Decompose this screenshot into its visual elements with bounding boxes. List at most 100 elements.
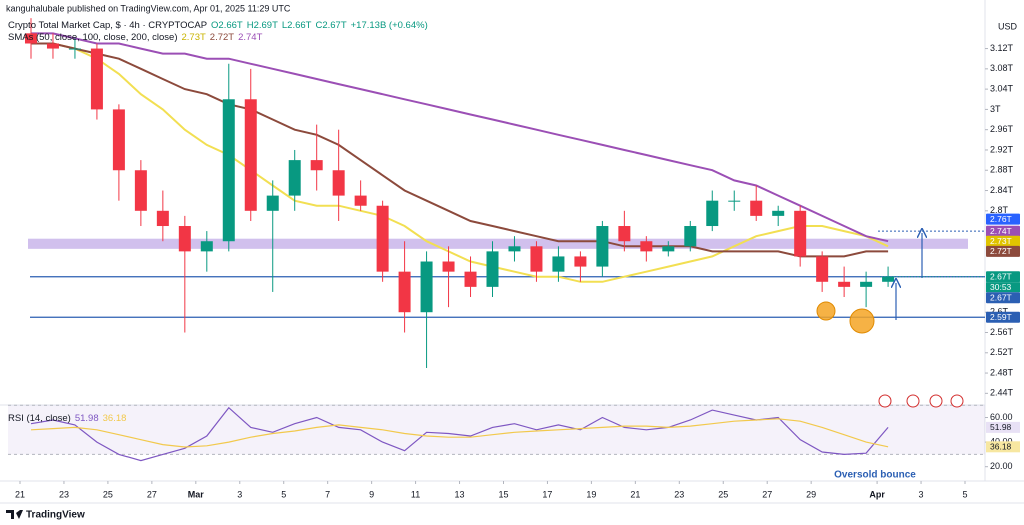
y-tick-label: 2.84T [990,185,1014,195]
candle-body [134,170,147,211]
candle-body [662,246,675,252]
publisher: kanguhalubale published on TradingView.c… [6,3,291,13]
x-tick-label: 21 [630,489,640,499]
x-tick-label: 5 [281,489,286,499]
legend-value: 2.72T [210,32,234,43]
price-tag [986,245,1020,257]
candle-body [398,271,411,313]
mid-layer [24,18,985,462]
candle-body [574,256,587,267]
x-tick-label: 11 [411,489,420,499]
rsi-tag [986,441,1020,453]
candle-body [728,200,741,202]
candle-body [376,205,389,272]
candle-body [156,210,169,227]
resistance-zone [28,238,968,249]
x-tick-label: 17 [542,489,552,499]
price-tag [986,271,1020,283]
x-tick-label: 21 [15,489,25,499]
x-tick-label: Apr [869,489,885,499]
legend-title: SMAs (50, close, 100, close, 200, close) [8,32,178,43]
legend: Crypto Total Market Cap, $ · 4h · CRYPTO… [8,20,428,31]
x-tick-label: Mar [188,489,205,499]
x-tick-label: 5 [962,489,967,499]
sma-line [31,32,889,243]
candle-body [288,160,301,196]
x-tick-label: 27 [147,489,157,499]
candle-body [530,246,543,272]
y-tick-label: 2.6T [990,307,1009,317]
y-tick-label: 60.00 [990,412,1013,422]
legend-title: Crypto Total Market Cap, $ · 4h · CRYPTO… [8,20,207,31]
legend-value: 51.98 [75,413,99,424]
y-tick-label: 2.56T [990,327,1014,337]
candle-body [46,43,59,49]
price-tag [986,311,1020,323]
flag-icon [906,394,920,408]
front-layer: kanguhalubale published on TradingView.c… [6,3,1020,521]
x-tick-label: 27 [762,489,772,499]
candle-body [178,226,191,252]
flag-icon [950,394,964,408]
candle-body [882,276,895,282]
legend-value: H2.69T [247,20,278,31]
candle-body [90,48,103,110]
rsi-tag-label: 36.18 [990,442,1012,452]
candle-body [640,241,653,252]
back-layer [0,0,1024,504]
y-tick-label: 3T [990,104,1001,114]
price-tag-label: 2.76T [990,214,1012,224]
candle-body [860,281,873,287]
y-tick-label: 3.04T [990,83,1014,93]
legend: RSI (14, close) 51.98 36.18 [8,413,126,424]
candle-body [508,246,521,252]
y-tick-label: 2.52T [990,347,1014,357]
y-tick-label: 2.96T [990,124,1014,134]
candle-body [222,99,235,242]
candle-body [112,109,125,171]
x-tick-label: 25 [103,489,113,499]
price-tag [986,292,1020,304]
y-tick-label: 3.08T [990,63,1014,73]
candle-body [310,160,323,171]
y-tick-label: 2.8T [990,205,1009,215]
event-flags [878,394,964,408]
legend-value: C2.67T [315,20,346,31]
candle-body [24,33,37,44]
x-tick-label: 3 [919,489,924,499]
x-tick-label: 29 [806,489,816,499]
legend: SMAs (50, close, 100, close, 200, close)… [8,32,263,43]
y-tick-label: 2.48T [990,367,1014,377]
legend-value: 2.73T [182,32,206,43]
price-tag-label: 2.73T [990,236,1012,246]
highlight-circle [849,308,875,334]
candle-body [816,256,829,282]
logo [6,510,23,519]
rsi-tag-label: 51.98 [990,422,1012,432]
footer-brand: TradingView [26,510,85,521]
sma-line [31,42,889,258]
candle-body [354,195,367,206]
flag-icon [878,394,892,408]
y-tick-label: 20.00 [990,461,1013,471]
candle-body [442,261,455,272]
price-tag [986,225,1020,237]
price-tag-label: 2.72T [990,246,1012,256]
x-tick-label: 3 [237,489,242,499]
candle-body [838,281,851,287]
countdown: 30:53 [990,282,1012,292]
x-tick-label: 15 [498,489,508,499]
x-tick-label: 19 [586,489,596,499]
candle-body [596,226,609,267]
legend-value: L2.66T [282,20,312,31]
legend-value: O2.66T [211,20,243,31]
candle-body [618,226,631,242]
y-tick-label: 2.44T [990,388,1014,398]
candle-body [684,226,697,247]
candle-body [552,256,565,272]
price-tag-label: 2.59T [990,312,1012,322]
price-tag-label: 2.67T [990,271,1012,281]
countdown-tag [986,282,1020,293]
candle-body [464,271,477,287]
y-tick-label: 2.88T [990,165,1014,175]
